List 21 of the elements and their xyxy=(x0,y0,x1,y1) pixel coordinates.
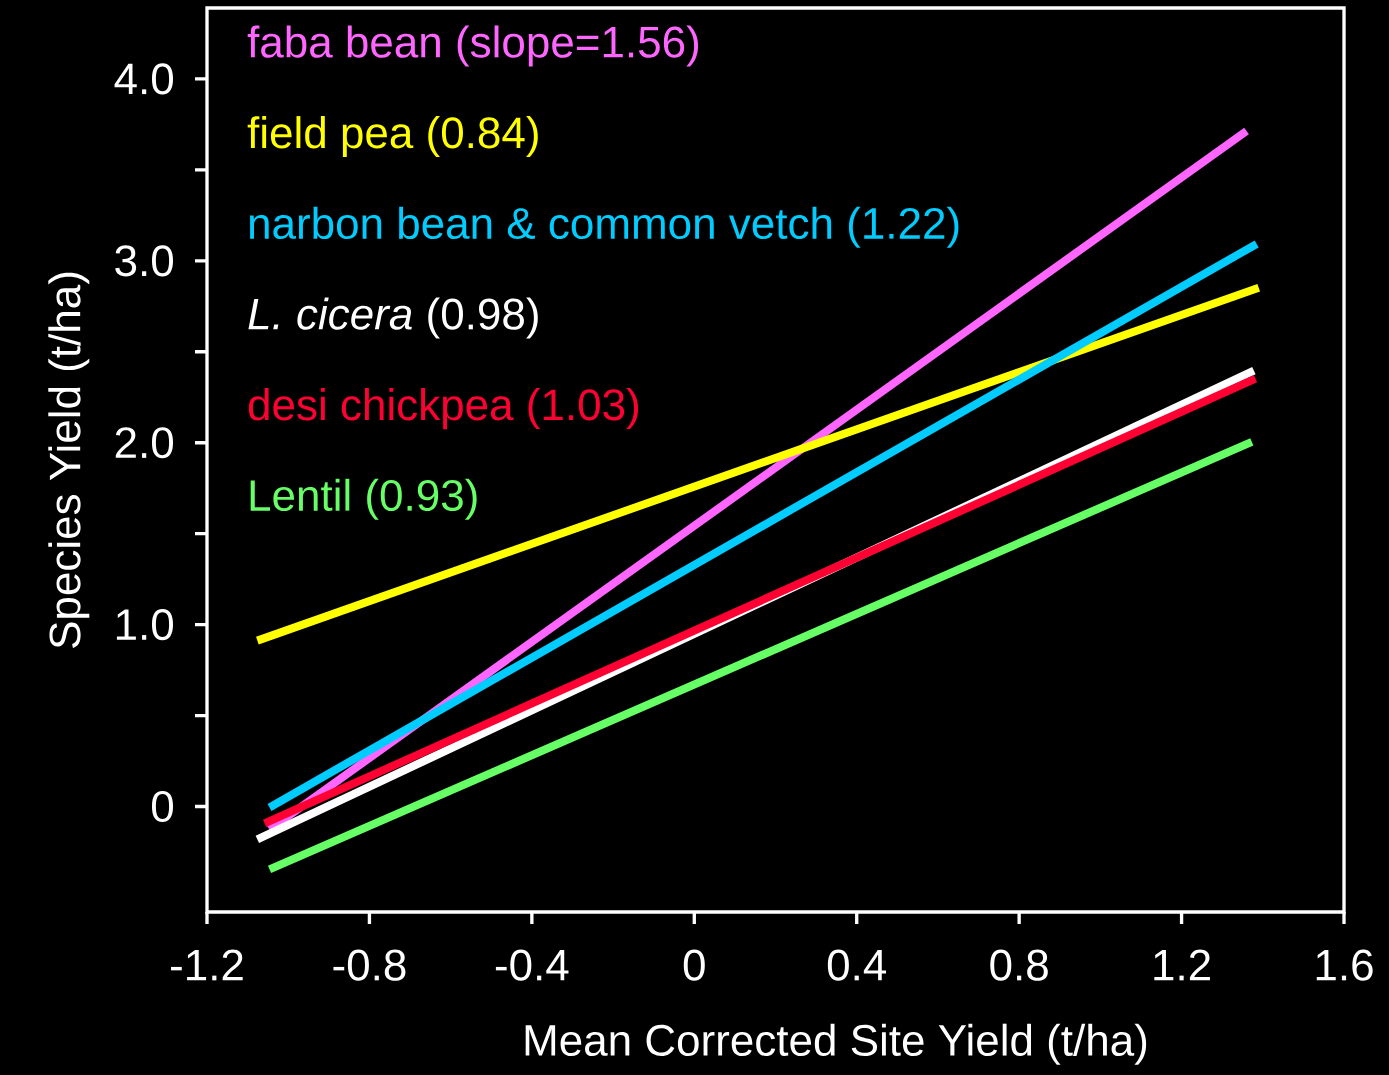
x-tick-label: 0 xyxy=(683,949,705,981)
text: faba bean (slope=1.56) xyxy=(247,25,699,67)
x-tick-label: 1.2 xyxy=(1154,949,1210,981)
text: field pea (0.84) xyxy=(247,116,538,158)
y-tick-label: 0 xyxy=(151,790,174,823)
y-tick-label: 1.0 xyxy=(116,609,174,641)
x-axis-title: Mean Corrected Site Yield (t/ha) xyxy=(525,1023,1147,1065)
y-tick-label: 4.0 xyxy=(114,63,174,95)
x-tick-label: 0.4 xyxy=(827,949,887,981)
y-axis-title: Species Yield (t/ha) xyxy=(48,272,90,648)
text: L. cicera (0.98) xyxy=(248,297,538,339)
x-tick-label: -0.8 xyxy=(333,949,406,981)
x-tick-label: -1.2 xyxy=(171,949,243,981)
x-tick-label: 0.8 xyxy=(990,949,1048,981)
text: narbon bean & common vetch (1.22) xyxy=(249,206,959,248)
y-tick-label: 3.0 xyxy=(115,245,174,277)
x-tick-label: -0.4 xyxy=(495,949,569,981)
x-tick-label: 1.6 xyxy=(1316,949,1373,981)
y-tick-label: 2.0 xyxy=(115,427,174,459)
text: Lentil (0.93) xyxy=(250,478,477,520)
text: desi chickpea (1.03) xyxy=(248,388,638,430)
